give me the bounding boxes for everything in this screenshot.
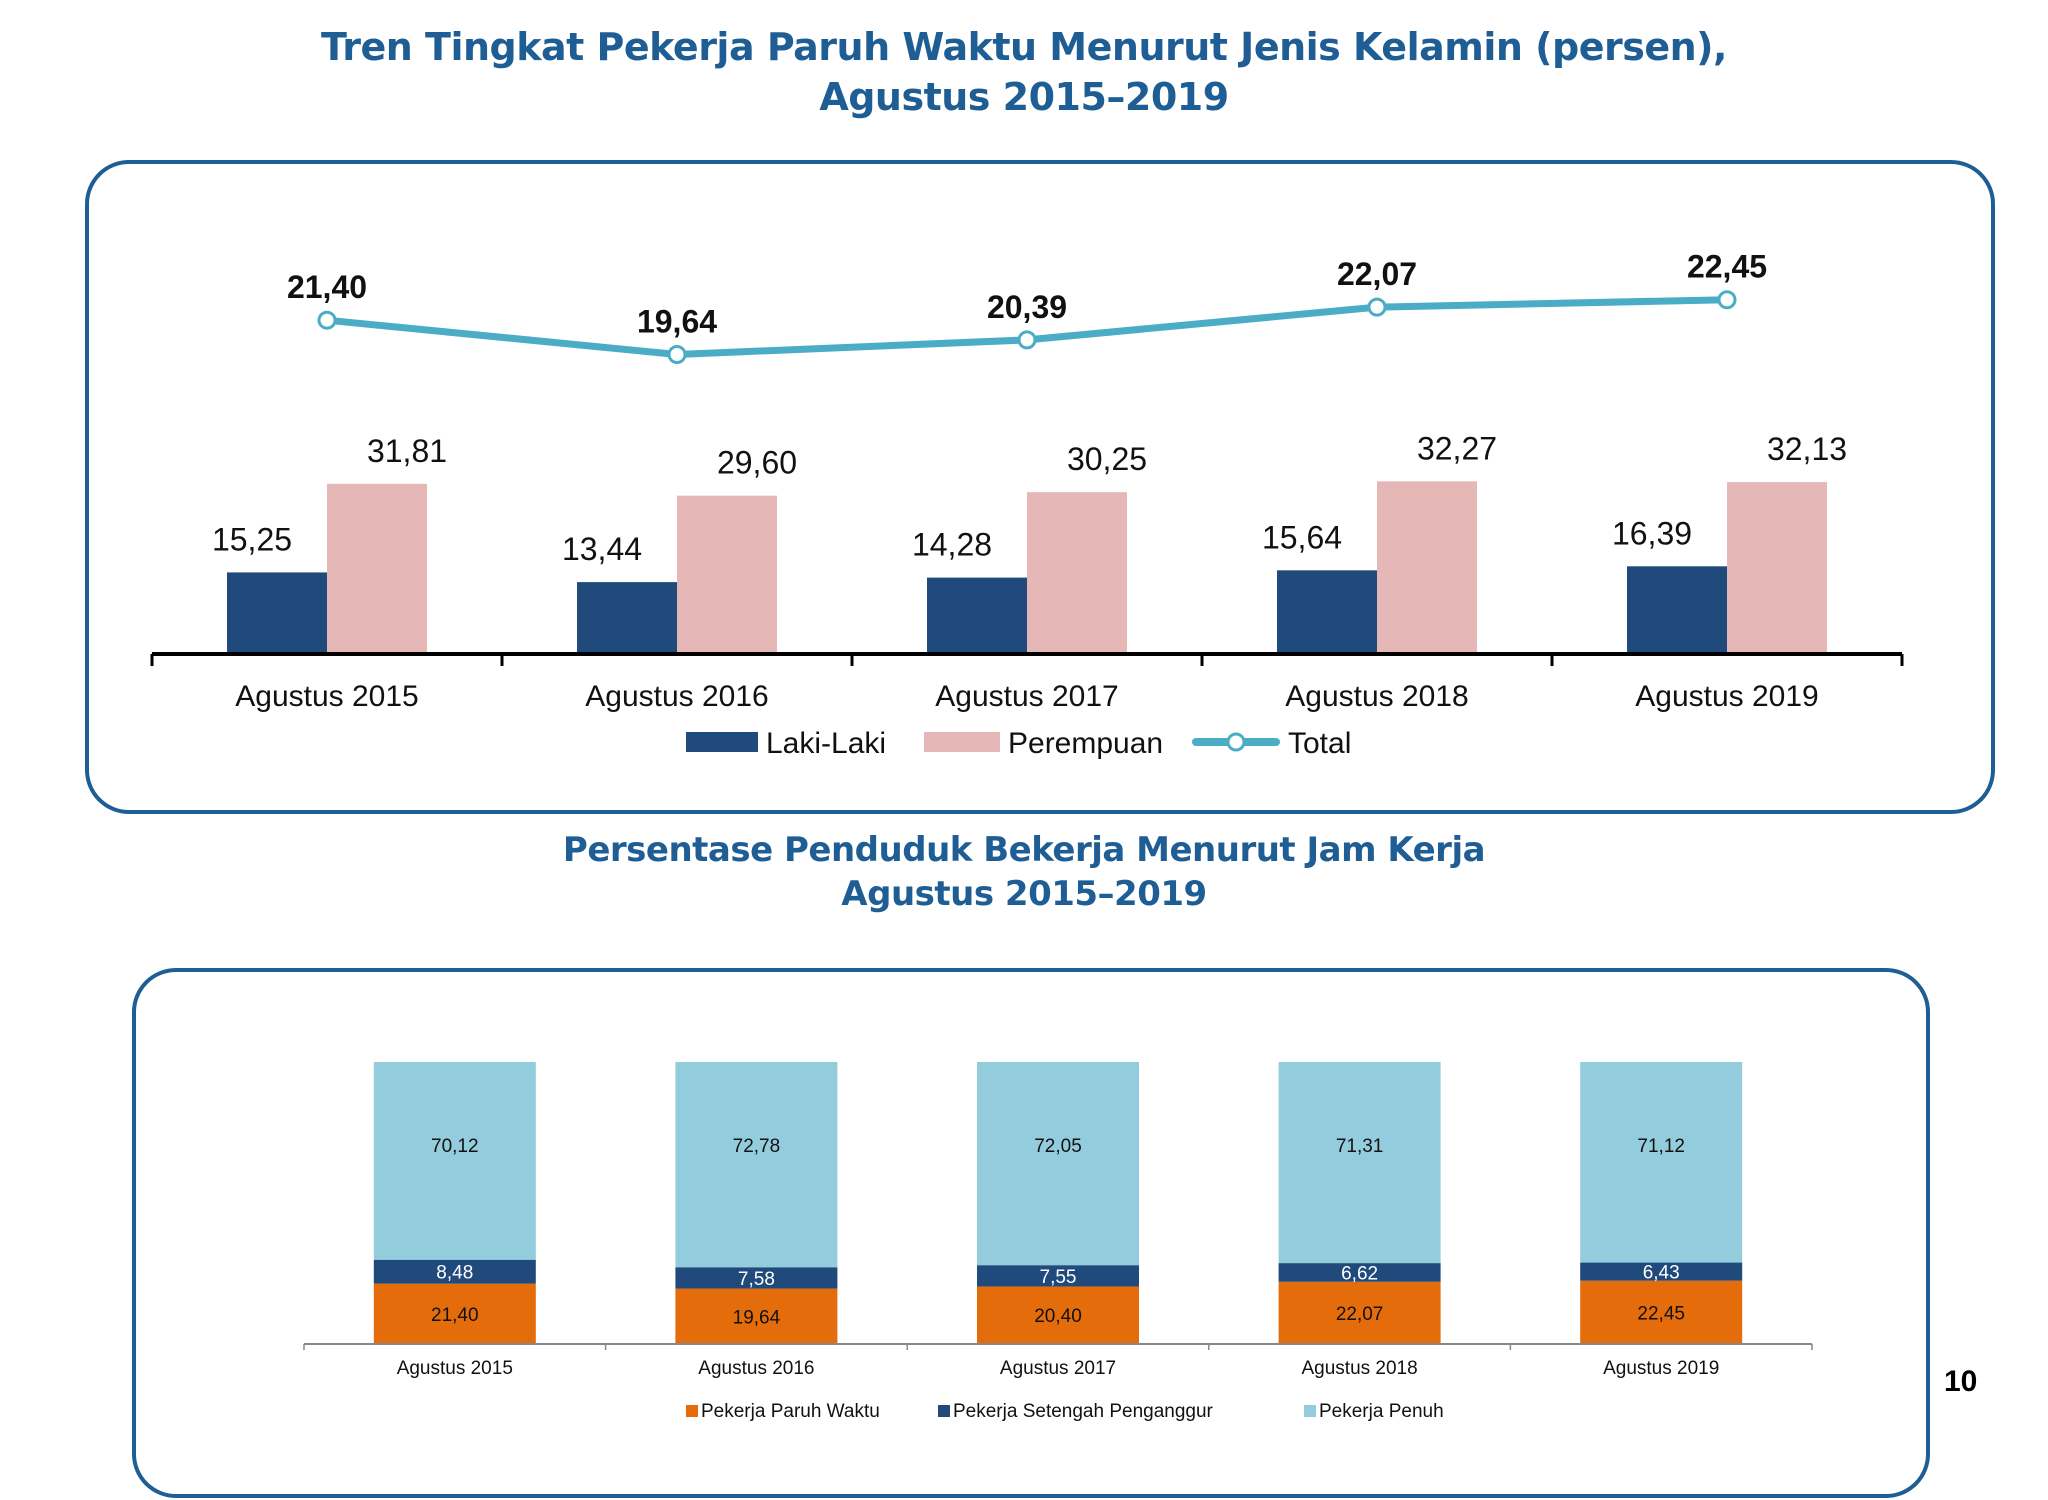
label-setengah-penganggur: 7,58 [738, 1269, 775, 1290]
total-point [667, 345, 687, 365]
bar-segment-paruh-waktu [675, 1288, 838, 1344]
bar-perempuan [677, 495, 777, 654]
label-laki-laki: 14,28 [912, 527, 992, 563]
x-tick-label: Agustus 2016 [698, 1358, 814, 1379]
legend-label-total: Total [1288, 727, 1351, 760]
legend-label-laki-laki: Laki-Laki [766, 727, 886, 760]
label-perempuan: 29,60 [717, 445, 797, 481]
legend-swatch-setengah-penganggur [938, 1405, 950, 1417]
x-tick-label: Agustus 2016 [585, 680, 768, 713]
label-perempuan: 31,81 [367, 433, 447, 469]
total-point [1717, 290, 1737, 310]
chart1-title-line1: Tren Tingkat Pekerja Paruh Waktu Menurut… [321, 25, 1727, 69]
bar-segment-penuh [373, 1062, 536, 1260]
bar-laki-laki [227, 572, 327, 654]
bar-segment-paruh-waktu [1278, 1281, 1441, 1344]
label-paruh-waktu: 21,40 [431, 1305, 479, 1326]
chart2-title: Persentase Penduduk Bekerja Menurut Jam … [0, 828, 2048, 916]
x-tick-label: Agustus 2015 [235, 680, 418, 713]
bar-segment-setengah-penganggur [675, 1267, 838, 1289]
bar-segment-setengah-penganggur [373, 1259, 536, 1284]
label-setengah-penganggur: 7,55 [1040, 1267, 1077, 1288]
bar-segment-penuh [977, 1062, 1139, 1266]
chart1-title: Tren Tingkat Pekerja Paruh Waktu Menurut… [0, 22, 2048, 122]
legend-label-setengah-penganggur: Pekerja Setengah Penganggur [953, 1401, 1214, 1422]
chart2-title-line2: Agustus 2015–2019 [841, 874, 1207, 914]
total-point [1017, 330, 1037, 350]
label-laki-laki: 15,25 [212, 521, 292, 557]
legend-swatch-laki-laki [686, 732, 758, 752]
bar-segment-penuh [1580, 1062, 1743, 1263]
chart1-panel [85, 160, 1995, 814]
label-paruh-waktu: 19,64 [733, 1307, 781, 1328]
page-number: 10 [1944, 1365, 1978, 1398]
bar-laki-laki [927, 577, 1027, 654]
label-total: 19,64 [637, 304, 717, 340]
x-tick-label: Agustus 2018 [1301, 1358, 1417, 1379]
label-paruh-waktu: 22,45 [1637, 1303, 1685, 1324]
label-total: 21,40 [287, 269, 367, 305]
label-perempuan: 32,27 [1417, 430, 1497, 466]
bar-perempuan [327, 483, 427, 654]
bar-segment-setengah-penganggur [977, 1265, 1139, 1287]
label-perempuan: 32,13 [1767, 431, 1847, 467]
bar-segment-paruh-waktu [977, 1286, 1139, 1344]
label-penuh: 72,05 [1034, 1136, 1082, 1157]
label-paruh-waktu: 20,40 [1034, 1306, 1082, 1327]
legend-label-penuh: Pekerja Penuh [1319, 1401, 1444, 1422]
legend-swatch-perempuan [924, 732, 1000, 752]
label-perempuan: 30,25 [1067, 441, 1147, 477]
bar-perempuan [1727, 482, 1827, 654]
label-laki-laki: 16,39 [1612, 515, 1692, 551]
chart1-title-line2: Agustus 2015–2019 [819, 75, 1229, 119]
bar-perempuan [1377, 481, 1477, 654]
total-point [317, 310, 337, 330]
label-penuh: 71,12 [1637, 1136, 1685, 1157]
x-tick-label: Agustus 2019 [1635, 680, 1818, 713]
label-total: 22,45 [1687, 249, 1767, 285]
label-laki-laki: 13,44 [562, 531, 642, 567]
label-paruh-waktu: 22,07 [1336, 1304, 1384, 1325]
bar-laki-laki [1627, 566, 1727, 654]
bar-segment-setengah-penganggur [1278, 1263, 1441, 1282]
x-tick-label: Agustus 2017 [1000, 1358, 1116, 1379]
label-setengah-penganggur: 8,48 [436, 1263, 473, 1284]
label-setengah-penganggur: 6,43 [1643, 1263, 1680, 1284]
label-penuh: 72,78 [733, 1136, 781, 1157]
bar-segment-setengah-penganggur [1580, 1262, 1743, 1281]
chart2-title-line1: Persentase Penduduk Bekerja Menurut Jam … [562, 830, 1486, 870]
bar-laki-laki [577, 582, 677, 654]
legend-label-perempuan: Perempuan [1008, 727, 1163, 760]
x-tick-label: Agustus 2015 [397, 1358, 513, 1379]
x-tick-label: Agustus 2018 [1285, 680, 1468, 713]
label-penuh: 71,31 [1336, 1136, 1384, 1157]
label-penuh: 70,12 [431, 1136, 479, 1157]
bar-segment-penuh [1278, 1062, 1441, 1264]
bar-perempuan [1027, 492, 1127, 654]
bar-segment-penuh [675, 1062, 838, 1268]
total-point [1367, 297, 1387, 317]
chart2-panel [132, 968, 1930, 1498]
legend-marker-total [1226, 732, 1246, 752]
x-tick-label: Agustus 2019 [1603, 1358, 1719, 1379]
label-setengah-penganggur: 6,62 [1341, 1263, 1378, 1284]
legend-swatch-paruh-waktu [686, 1405, 698, 1417]
label-total: 22,07 [1337, 256, 1417, 292]
x-tick-label: Agustus 2017 [935, 680, 1118, 713]
legend-label-paruh-waktu: Pekerja Paruh Waktu [701, 1401, 880, 1422]
bar-laki-laki [1277, 570, 1377, 654]
bar-segment-paruh-waktu [373, 1283, 536, 1344]
legend-swatch-penuh [1304, 1405, 1316, 1417]
label-total: 20,39 [987, 289, 1067, 325]
label-laki-laki: 15,64 [1262, 519, 1342, 555]
bar-segment-paruh-waktu [1580, 1280, 1743, 1344]
